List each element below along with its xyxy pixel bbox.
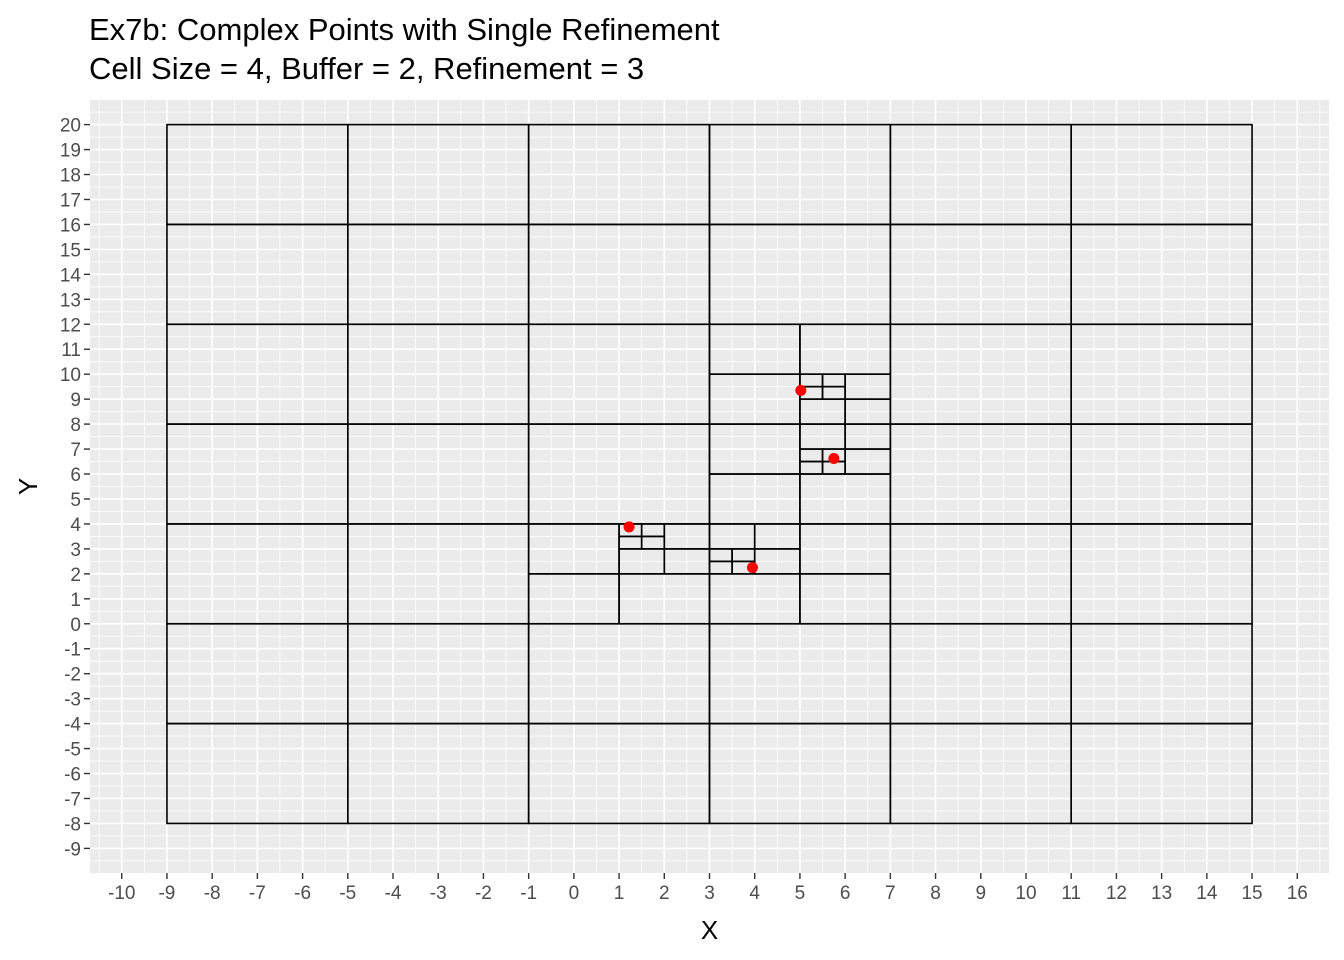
y-tick-label: -6: [64, 765, 81, 786]
y-tick-label: -9: [64, 839, 81, 860]
y-tick-label: -2: [64, 665, 81, 686]
data-point: [746, 562, 758, 574]
y-tick-label: 4: [70, 515, 81, 536]
y-tick-label: 16: [60, 215, 81, 236]
y-tick-label: -8: [64, 814, 81, 835]
y-tick-label: 11: [61, 340, 81, 361]
x-tick-label: 5: [795, 883, 806, 904]
y-tick-label: -4: [64, 715, 81, 736]
data-point: [828, 453, 840, 465]
y-axis-label: Y: [13, 478, 43, 495]
x-tick-label: -7: [249, 883, 266, 904]
x-tick-label: 4: [749, 883, 760, 904]
x-tick-label: -10: [108, 883, 135, 904]
cell-outlines: [166, 123, 1253, 825]
x-tick-label: -2: [475, 883, 492, 904]
x-tick-label: -8: [204, 883, 221, 904]
x-axis: -10 -9 -8 -7 -6 -5 -4 -3 -2 -1 0 1 2 3 4 5 6 7 8 9 10 11 12 13 1…: [108, 873, 1308, 904]
y-tick-label: 19: [60, 141, 81, 162]
y-tick-label: -5: [64, 740, 81, 761]
y-tick-label: 6: [70, 465, 81, 486]
chart-title: Ex7b: Complex Points with Single Refinem…: [89, 12, 720, 47]
x-tick-label: 12: [1106, 883, 1127, 904]
x-tick-label: 9: [975, 883, 986, 904]
x-tick-label: 14: [1196, 883, 1218, 904]
x-tick-label: -5: [339, 883, 356, 904]
x-axis-label: X: [701, 915, 718, 945]
x-tick-label: 16: [1287, 883, 1308, 904]
y-tick-label: 13: [60, 290, 81, 311]
y-tick-label: 20: [60, 116, 81, 137]
x-tick-label: 3: [704, 883, 715, 904]
x-tick-label: 2: [659, 883, 670, 904]
y-tick-label: 1: [70, 590, 81, 611]
x-tick-label: 8: [930, 883, 941, 904]
x-tick-label: -3: [430, 883, 447, 904]
y-tick-label: 0: [70, 615, 81, 636]
x-tick-label: 1: [614, 883, 625, 904]
y-tick-label: 5: [70, 490, 81, 511]
y-tick-label: 12: [60, 315, 81, 336]
y-tick-label: 9: [70, 390, 81, 411]
y-tick-label: -1: [64, 640, 81, 661]
y-tick-label: 17: [60, 190, 81, 211]
y-tick-label: 10: [60, 365, 81, 386]
x-tick-label: 10: [1015, 883, 1036, 904]
data-point: [623, 521, 635, 533]
y-tick-label: -7: [64, 789, 81, 810]
y-tick-label: 7: [70, 440, 81, 461]
y-tick-label: 18: [60, 166, 81, 187]
x-tick-label: 11: [1061, 883, 1081, 904]
x-tick-label: 7: [885, 883, 896, 904]
y-tick-label: 14: [60, 265, 82, 286]
y-tick-label: 2: [70, 565, 81, 586]
chart-subtitle: Cell Size = 4, Buffer = 2, Refinement = …: [89, 51, 645, 86]
x-tick-label: -6: [294, 883, 311, 904]
x-tick-label: 13: [1151, 883, 1172, 904]
y-axis: -9-8-7-6-5-4-3-2-10123456789101112131415…: [60, 116, 90, 860]
y-tick-label: 3: [70, 540, 81, 561]
x-tick-label: -4: [385, 883, 402, 904]
x-tick-label: 6: [840, 883, 851, 904]
x-tick-label: -1: [520, 883, 537, 904]
y-tick-label: 15: [60, 240, 81, 261]
data-points: [623, 384, 840, 574]
grid-cell: [799, 323, 892, 375]
data-point: [795, 384, 807, 396]
y-tick-label: 8: [70, 415, 81, 436]
x-tick-label: -9: [158, 883, 175, 904]
y-tick-label: -3: [64, 690, 81, 711]
x-tick-label: 0: [569, 883, 580, 904]
x-tick-label: 15: [1241, 883, 1262, 904]
grid-cell: [1070, 123, 1253, 226]
